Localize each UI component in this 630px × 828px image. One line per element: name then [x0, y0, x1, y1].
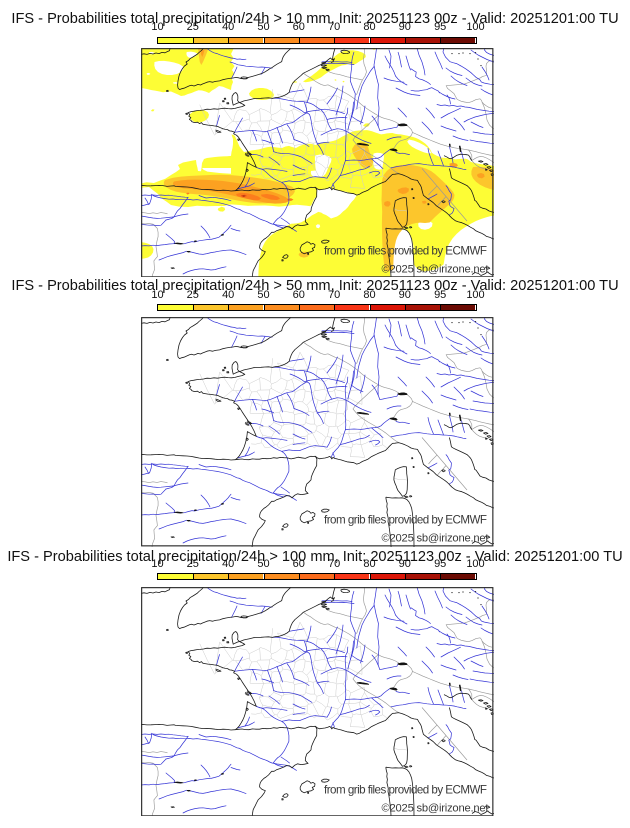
svg-text:©2025 sb@irizone.net: ©2025 sb@irizone.net — [382, 263, 490, 275]
svg-text:from grib files provided by EC: from grib files provided by ECMWF — [324, 783, 487, 796]
svg-text:©2025 sb@irizone.net: ©2025 sb@irizone.net — [382, 533, 490, 545]
svg-text:from grib files provided by EC: from grib files provided by ECMWF — [324, 514, 487, 527]
svg-text:©2025 sb@irizone.net: ©2025 sb@irizone.net — [382, 802, 490, 814]
svg-text:from grib files provided by EC: from grib files provided by ECMWF — [324, 244, 487, 257]
